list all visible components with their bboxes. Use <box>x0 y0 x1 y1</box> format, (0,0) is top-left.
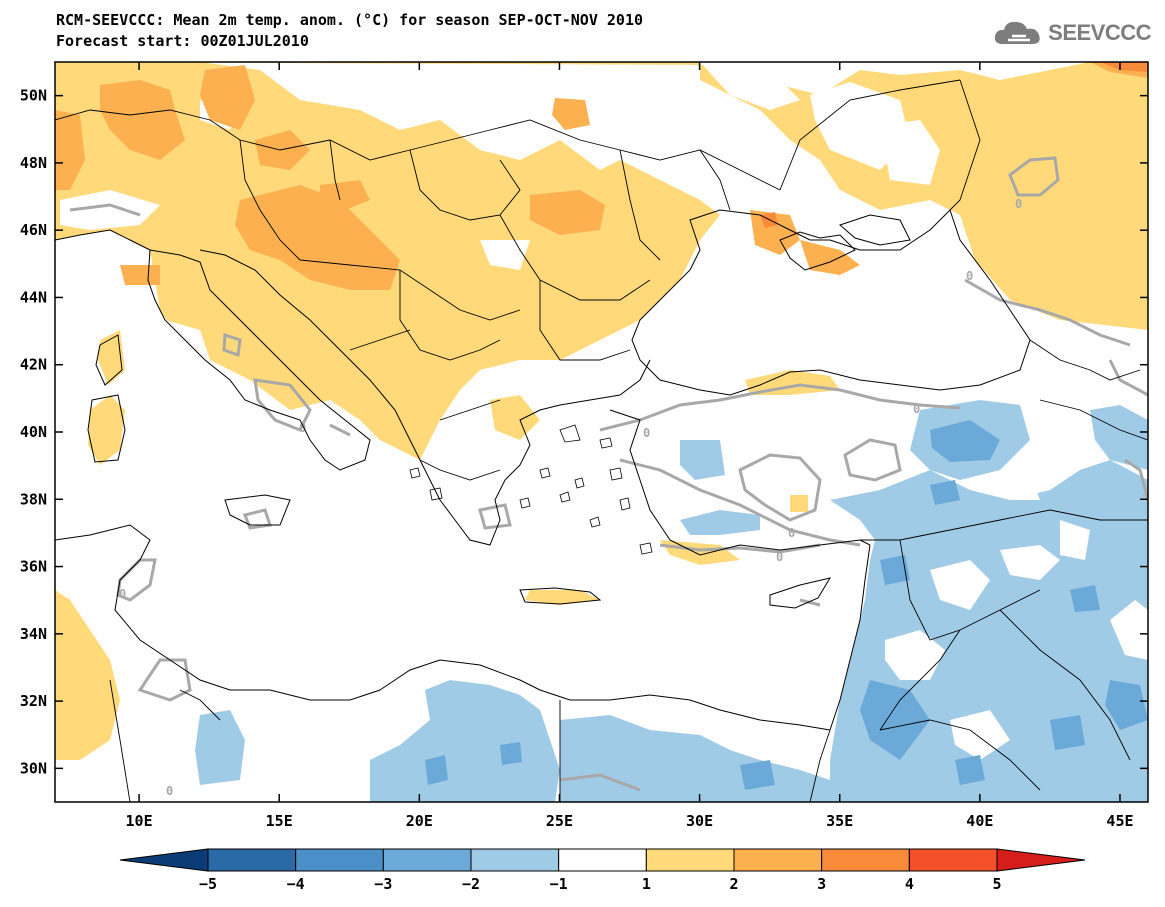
title-line-1: RCM-SEEVCCC: Mean 2m temp. anom. (°C) fo… <box>56 11 643 29</box>
colorbar-label: −4 <box>287 875 305 893</box>
x-tick-label: 10E <box>126 812 153 830</box>
colorbar-segment <box>558 848 647 872</box>
logo-text: SEEVCCC <box>1048 20 1151 45</box>
x-tick-label: 35E <box>826 812 853 830</box>
zero-contours <box>69 156 1148 792</box>
map-title: RCM-SEEVCCC: Mean 2m temp. anom. (°C) fo… <box>56 10 643 52</box>
colorbar-label: −2 <box>462 875 480 893</box>
cool-2-3-shading <box>425 420 1148 790</box>
x-tick-label: 45E <box>1106 812 1133 830</box>
country-borders <box>55 79 1148 802</box>
cloud-icon <box>995 21 1040 44</box>
y-tick-label: 34N <box>20 625 47 643</box>
y-tick-label: 46N <box>20 221 47 239</box>
title-line-2: Forecast start: 00Z01JUL2010 <box>56 32 309 50</box>
y-tick-label: 32N <box>20 692 47 710</box>
y-tick-label: 44N <box>20 288 47 306</box>
y-tick-label: 30N <box>20 759 47 777</box>
colorbar-max-arrow <box>996 848 1086 872</box>
map-plot-area: 0 0 0 0 0 0 0 0 0 <box>55 62 1148 802</box>
y-tick-label: 36N <box>20 558 47 576</box>
aegean-islands <box>409 424 653 555</box>
colorbar-segment <box>733 848 823 872</box>
contour-label: 0 <box>166 784 173 798</box>
colorbar-segment <box>207 848 297 872</box>
x-tick-label: 40E <box>966 812 993 830</box>
colorbar-label: 2 <box>729 875 738 893</box>
colorbar-label: 1 <box>642 875 651 893</box>
contour-label: 0 <box>788 526 795 540</box>
y-tick-label: 48N <box>20 154 47 172</box>
contour-label: 0 <box>119 587 126 601</box>
colorbar-segment <box>295 848 384 872</box>
colorbar-segment <box>821 848 910 872</box>
colorbar-segment <box>645 848 735 872</box>
colorbar-segment <box>382 848 472 872</box>
y-tick-label: 50N <box>20 87 47 105</box>
y-tick-label: 42N <box>20 356 47 374</box>
x-tick-label: 15E <box>266 812 293 830</box>
colorbar-label: 4 <box>905 875 914 893</box>
cool-gaps <box>885 475 1148 760</box>
contour-label: 0 <box>913 402 920 416</box>
colorbar: −5 −4 −3 −2 −1 1 2 3 4 5 <box>119 848 1086 893</box>
x-tick-label: 20E <box>406 812 433 830</box>
colorbar-label: 3 <box>817 875 826 893</box>
y-tick-label: 40N <box>20 423 47 441</box>
colorbar-min-arrow <box>119 848 209 872</box>
colorbar-label: −5 <box>199 875 217 893</box>
warm-2-3-shading <box>55 62 1148 290</box>
colorbar-label: 5 <box>992 875 1001 893</box>
contour-label: 0 <box>643 426 650 440</box>
x-tick-label: 25E <box>546 812 573 830</box>
coastlines <box>55 209 1031 731</box>
contour-label: 0 <box>1015 197 1022 211</box>
seevccc-logo: SEEVCCC <box>994 18 1151 48</box>
colorbar-segment <box>908 848 998 872</box>
contour-label: 0 <box>776 550 783 564</box>
colorbar-segment <box>470 848 560 872</box>
x-tick-label: 30E <box>686 812 713 830</box>
contour-label: 0 <box>966 269 973 283</box>
colorbar-label: −3 <box>374 875 392 893</box>
contour-label: 0 <box>299 421 306 435</box>
map-axes: 10E 15E 20E 25E 30E 35E 40E 45E 30N 32N 34N 36N 38N 4… <box>20 62 1148 830</box>
contour-labels: 0 0 0 0 0 0 0 0 0 <box>119 197 1022 798</box>
colorbar-label: −1 <box>550 875 568 893</box>
y-tick-label: 38N <box>20 490 47 508</box>
